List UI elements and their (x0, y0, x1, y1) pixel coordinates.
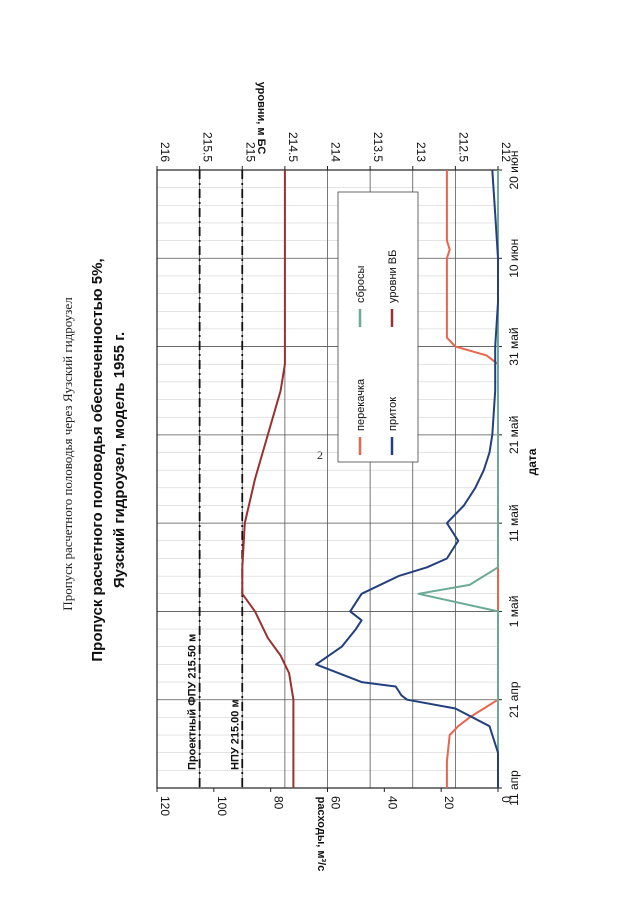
y-right-tick-label: 215.5 (201, 132, 215, 162)
y-left-tick-label: 100 (215, 796, 229, 816)
plot-area: 0 20 40 60 80 100 120 212 212.5 213 213.5 214 214.5 2… (156, 132, 521, 816)
x-tick-label: 1 май (507, 596, 521, 628)
y-right-tick-label: 212.5 (456, 132, 470, 162)
chart-title-line2: Яузский гидроузел, модель 1955 г. (111, 332, 128, 588)
legend-label: уровни ВБ (387, 250, 399, 303)
y-axis-right-label: уровни, м БС (255, 82, 267, 155)
x-tick-label: 11 апр (507, 770, 521, 806)
y-right-tick-label: 212 (499, 142, 513, 162)
y-right-tick-label: 215 (243, 142, 257, 162)
page-caption: Пропуск расчетного половодья через Яузск… (60, 297, 75, 611)
x-tick-label: 10 июн (507, 239, 521, 278)
chart-title-line1: Пропуск расчетного половодья обеспеченно… (89, 258, 106, 661)
y-right-tick-label: 213.5 (371, 132, 385, 162)
legend-label: перекачка (355, 378, 367, 431)
reference-line-label: Проектный ФПУ 215.50 м (187, 634, 199, 770)
series-line (241, 170, 295, 788)
y-right-tick-label: 216 (158, 142, 172, 162)
legend-label: сбросы (355, 265, 367, 303)
x-tick-label: 11 май (507, 504, 521, 541)
y-axis-left-label: расходы, м³/с (315, 797, 327, 872)
y-right-tick-label: 214.5 (286, 132, 300, 162)
y-right-tick-label: 213 (414, 142, 428, 162)
reference-line-label: НПУ 215.00 м (229, 699, 241, 770)
y-left-tick-label: 80 (272, 796, 286, 810)
y-left-tick-label: 60 (329, 796, 343, 810)
series-line (315, 169, 499, 788)
legend: перекачка сбросы приток уровни ВБ (337, 191, 419, 463)
y-left-tick-label: 20 (442, 796, 456, 810)
series-line (417, 170, 499, 788)
x-tick-label: 21 май (507, 416, 521, 454)
x-tick-label: 31 май (507, 327, 521, 365)
legend-label: приток (387, 397, 399, 431)
x-tick-label: 21 апр (507, 681, 521, 718)
page-number: 2 (317, 448, 323, 462)
x-axis-label: дата (525, 448, 539, 475)
y-left-tick-label: 40 (385, 796, 399, 810)
legend-box (337, 191, 419, 463)
x-tick-label: 20 июн (507, 150, 521, 189)
y-right-tick-label: 214 (329, 142, 343, 162)
y-left-tick-label: 0 (499, 796, 513, 803)
y-left-tick-label: 120 (158, 796, 172, 816)
series-line (445, 170, 499, 788)
